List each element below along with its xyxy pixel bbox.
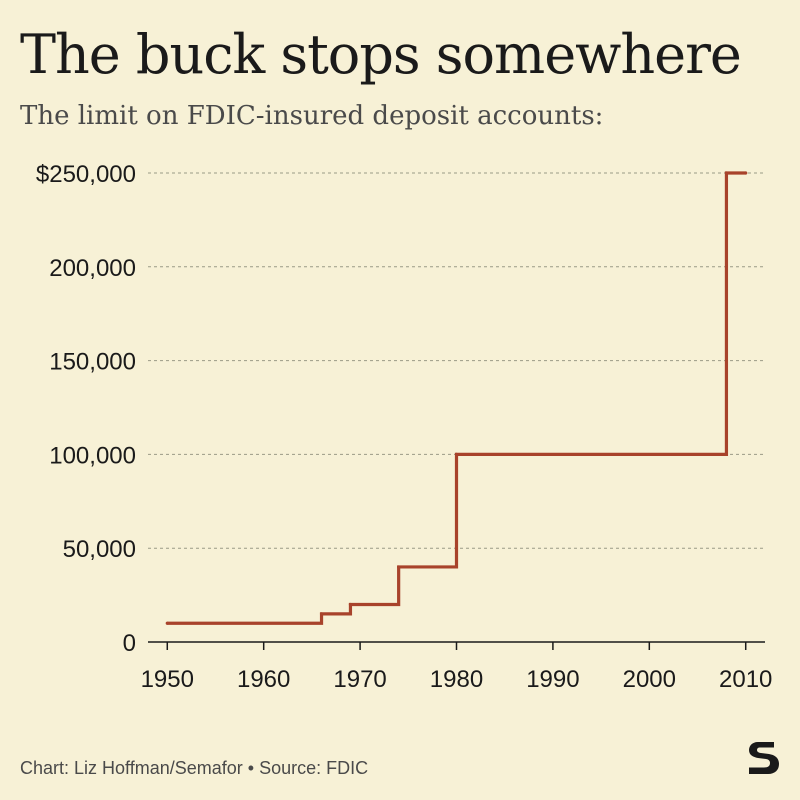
data-point bbox=[454, 452, 459, 456]
series-layer bbox=[165, 171, 748, 625]
x-tick-label: 1950 bbox=[141, 666, 194, 693]
x-tick-label: 2010 bbox=[719, 666, 772, 693]
x-tick-label: 1960 bbox=[237, 666, 290, 693]
y-tick-label: 100,000 bbox=[49, 442, 136, 469]
logo-mark bbox=[749, 742, 779, 774]
chart-title: The buck stops somewhere bbox=[20, 23, 742, 86]
semafor-logo bbox=[749, 742, 779, 774]
x-tick-label: 1970 bbox=[333, 666, 386, 693]
x-tick-label: 2000 bbox=[623, 666, 676, 693]
data-point bbox=[165, 621, 169, 625]
data-point bbox=[744, 171, 748, 175]
y-tick-label: $250,000 bbox=[36, 161, 136, 188]
data-point bbox=[319, 612, 324, 616]
x-tick-label: 1980 bbox=[430, 666, 483, 693]
y-tick-label: 200,000 bbox=[49, 255, 136, 282]
axes bbox=[148, 641, 765, 650]
data-point bbox=[397, 565, 401, 569]
chart-credit: Chart: Liz Hoffman/Semafor • Source: FDI… bbox=[20, 758, 369, 778]
chart-plot: 0 50,000 100,000 150,000 200,000 $250,000 1950… bbox=[36, 161, 773, 693]
y-tick-label: 0 bbox=[123, 630, 136, 657]
tick-labels: 0 50,000 100,000 150,000 200,000 $250,000 1950… bbox=[36, 161, 773, 693]
chart-subtitle: The limit on FDIC-insured deposit accoun… bbox=[20, 101, 604, 131]
x-tick-label: 1990 bbox=[526, 666, 579, 693]
y-tick-label: 50,000 bbox=[63, 536, 136, 563]
data-point bbox=[724, 171, 729, 175]
series-line-deposit-limit bbox=[167, 171, 746, 625]
y-tick-label: 150,000 bbox=[49, 349, 136, 376]
data-point bbox=[348, 602, 353, 607]
